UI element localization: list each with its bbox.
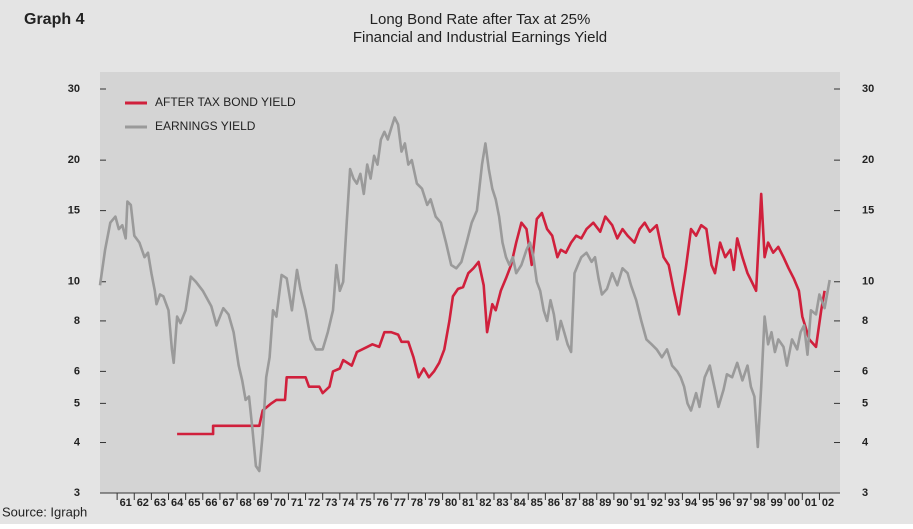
x-tick-label: 84	[514, 497, 527, 509]
legend-label: AFTER TAX BOND YIELD	[155, 95, 296, 109]
y-tick-label: 8	[74, 315, 80, 327]
x-tick-label: 91	[633, 497, 645, 509]
x-tick-label: 86	[548, 497, 560, 509]
x-tick-label: 73	[325, 497, 337, 509]
x-tick-label: 85	[531, 497, 543, 509]
x-tick-label: 66	[205, 497, 217, 509]
x-tick-label: 96	[719, 497, 731, 509]
x-tick-label: 02	[822, 497, 834, 509]
chart-subtitle: Financial and Industrial Earnings Yield	[353, 29, 607, 46]
x-tick-label: 90	[616, 497, 628, 509]
x-tick-label: 79	[428, 497, 440, 509]
x-tick-label: 89	[599, 497, 611, 509]
x-tick-label: 63	[154, 497, 166, 509]
y2-tick-label: 4	[862, 436, 869, 448]
x-tick-label: 77	[394, 497, 406, 509]
plot-area	[100, 72, 840, 493]
x-tick-label: 81	[462, 497, 474, 509]
x-tick-label: 97	[736, 497, 748, 509]
chart-title: Long Bond Rate after Tax at 25%	[370, 11, 591, 28]
y-tick-label: 3	[74, 487, 80, 499]
series-line	[177, 192, 826, 436]
y2-tick-label: 15	[862, 205, 874, 217]
y2-tick-label: 6	[862, 365, 868, 377]
series-line	[98, 116, 831, 473]
x-tick-label: 67	[222, 497, 234, 509]
x-tick-label: 70	[274, 497, 286, 509]
y-tick-label: 10	[68, 276, 80, 288]
source: Source: Igraph	[2, 504, 87, 519]
y2-tick-label: 3	[862, 487, 868, 499]
x-tick-label: 99	[770, 497, 782, 509]
x-tick-label: 74	[342, 497, 355, 509]
x-tick-label: 69	[257, 497, 269, 509]
y-tick-label: 6	[74, 365, 80, 377]
legend-label: EARNINGS YIELD	[155, 119, 256, 133]
x-tick-label: 65	[188, 497, 200, 509]
y-tick-label: 20	[68, 154, 80, 166]
x-tick-label: 93	[668, 497, 680, 509]
x-tick-label: 87	[565, 497, 577, 509]
x-tick-label: 82	[479, 497, 491, 509]
y2-tick-label: 5	[862, 397, 868, 409]
graph-label: Graph 4	[24, 11, 85, 28]
x-tick-label: 76	[377, 497, 389, 509]
y-tick-label: 5	[74, 397, 80, 409]
x-tick-label: 88	[582, 497, 594, 509]
x-tick-label: 94	[685, 497, 698, 509]
x-tick-label: 83	[496, 497, 508, 509]
x-tick-label: 95	[702, 497, 714, 509]
x-tick-label: 75	[359, 497, 371, 509]
x-tick-label: 01	[805, 497, 817, 509]
x-tick-label: 98	[753, 497, 765, 509]
x-tick-label: 64	[171, 497, 184, 509]
x-tick-label: 00	[788, 497, 800, 509]
x-tick-label: 62	[137, 497, 149, 509]
x-tick-label: 71	[291, 497, 303, 509]
x-tick-label: 80	[445, 497, 457, 509]
x-tick-label: 78	[411, 497, 423, 509]
y-tick-label: 4	[74, 436, 81, 448]
y-tick-label: 30	[68, 83, 80, 95]
y2-tick-label: 10	[862, 276, 874, 288]
y-tick-label: 15	[68, 205, 80, 217]
y2-tick-label: 20	[862, 154, 874, 166]
x-tick-label: 92	[651, 497, 663, 509]
y2-tick-label: 30	[862, 83, 874, 95]
y2-tick-label: 8	[862, 315, 868, 327]
x-tick-label: 68	[239, 497, 251, 509]
x-tick-label: 72	[308, 497, 320, 509]
x-tick-label: 61	[120, 497, 132, 509]
